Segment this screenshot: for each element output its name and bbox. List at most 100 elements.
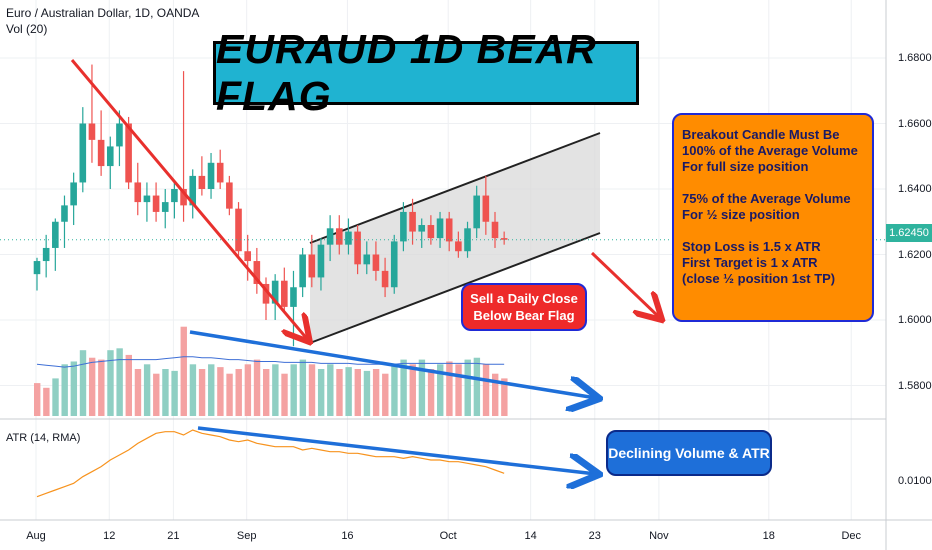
volume-bar [162, 369, 169, 416]
volume-bar [418, 359, 426, 416]
sell-callout: Sell a Daily Close Below Bear Flag [461, 283, 587, 331]
candle-body [345, 231, 352, 245]
volume-bar [391, 364, 398, 416]
volume-bar [244, 364, 252, 416]
volume-decline-arrow [189, 330, 596, 398]
volume-bar [263, 369, 270, 416]
candle-body [61, 205, 68, 222]
candle-body [235, 208, 242, 252]
flag-lower-line [309, 232, 601, 344]
atr-indicator-label: ATR (14, RMA) [6, 432, 81, 444]
volume-bar [143, 364, 151, 416]
volume-bar [446, 361, 453, 416]
x-tick-label: 16 [341, 530, 354, 542]
title-banner: EURAUD 1D BEAR FLAG [213, 26, 639, 119]
info-line: For full size position [682, 159, 809, 174]
volume-bar [492, 373, 499, 416]
volume-bar [464, 359, 471, 416]
volume-bar [281, 373, 288, 416]
info-line [682, 223, 866, 239]
candle-body [500, 238, 508, 240]
x-tick-label: Dec [841, 530, 862, 542]
x-tick-label: 14 [524, 530, 537, 542]
info-line: Stop Loss is 1.5 x ATR [682, 239, 821, 254]
volume-ma-line [36, 356, 505, 368]
candle-body [464, 228, 471, 252]
volume-bar [345, 367, 352, 416]
candle-body [125, 123, 132, 183]
volume-bar [171, 370, 178, 416]
candle-body [106, 146, 114, 167]
volume-bar [52, 378, 59, 416]
volume-bar [400, 359, 407, 416]
volume-bar [208, 364, 215, 416]
volume-bar [180, 326, 187, 416]
price-tick-label: 1.68000 [898, 52, 932, 64]
volume-bar [473, 357, 481, 416]
volume-bar [327, 364, 334, 416]
volume-bar [299, 359, 307, 416]
x-tick-label: 23 [588, 530, 601, 542]
price-tick-label: 1.62000 [898, 248, 932, 261]
volume-indicator-label: Vol (20) [6, 22, 48, 36]
atr-decline-arrow [197, 426, 596, 474]
candle-body [226, 182, 233, 209]
info-line: Breakout Candle Must Be [682, 127, 840, 142]
volume-bar [34, 383, 41, 416]
volume-bar [43, 387, 50, 416]
volume-bar [189, 364, 197, 416]
candle-body [70, 182, 77, 206]
candle-body [381, 270, 389, 288]
breakdown-arrow [590, 251, 660, 318]
candle-body [134, 182, 142, 203]
candle-body [152, 195, 160, 212]
symbol-title: Euro / Australian Dollar, 1D, OANDA [6, 6, 200, 20]
candle-body [427, 225, 435, 239]
strategy-info-box: Breakout Candle Must Be 100% of the Aver… [672, 113, 874, 322]
volume-bar [88, 357, 96, 416]
volume-bar [501, 378, 508, 416]
sell-callout-line: Below Bear Flag [473, 308, 575, 323]
candle-body [42, 247, 50, 262]
x-tick-label: 12 [103, 530, 116, 542]
candle-body [317, 244, 325, 278]
volume-bar [354, 369, 361, 416]
price-tick-label: 1.66000 [898, 117, 932, 130]
sell-callout-line: Sell a Daily Close [470, 291, 578, 306]
candle-body [161, 202, 169, 212]
volume-bar [79, 350, 87, 416]
volume-bar [116, 348, 123, 416]
volume-bar [134, 369, 142, 416]
volume-bar [455, 364, 462, 416]
volume-bar [235, 369, 242, 416]
candle-body [335, 228, 343, 245]
info-line: 75% of the Average Volume [682, 191, 851, 206]
volume-bar [198, 369, 206, 416]
candle-body [290, 287, 297, 307]
volume-bar [107, 350, 114, 416]
atr-tick-label: 0.01000 [898, 475, 932, 487]
candle-body [116, 123, 123, 147]
candle-body [271, 280, 279, 304]
volume-bar [98, 359, 105, 416]
volume-bar [290, 364, 297, 416]
candle-body [400, 211, 407, 242]
x-tick-label: 21 [167, 530, 180, 542]
info-line: (close ½ position 1st TP) [682, 271, 836, 286]
candle-body [207, 162, 215, 189]
candle-body [445, 218, 453, 242]
price-tick-label: 1.64000 [898, 183, 932, 195]
volume-bar [372, 369, 380, 416]
candle-body [97, 139, 105, 167]
volume-bar [253, 359, 261, 416]
candle-body [189, 175, 197, 206]
candle-body [418, 225, 426, 232]
candle-body [363, 254, 371, 265]
volume-bar [308, 364, 316, 416]
banner-text: EURAUD 1D BEAR FLAG [216, 26, 597, 119]
candle-body [473, 195, 480, 229]
volume-bar [61, 364, 68, 416]
candle-body [326, 228, 334, 245]
candle-body [52, 221, 59, 248]
candle-body [354, 231, 361, 265]
